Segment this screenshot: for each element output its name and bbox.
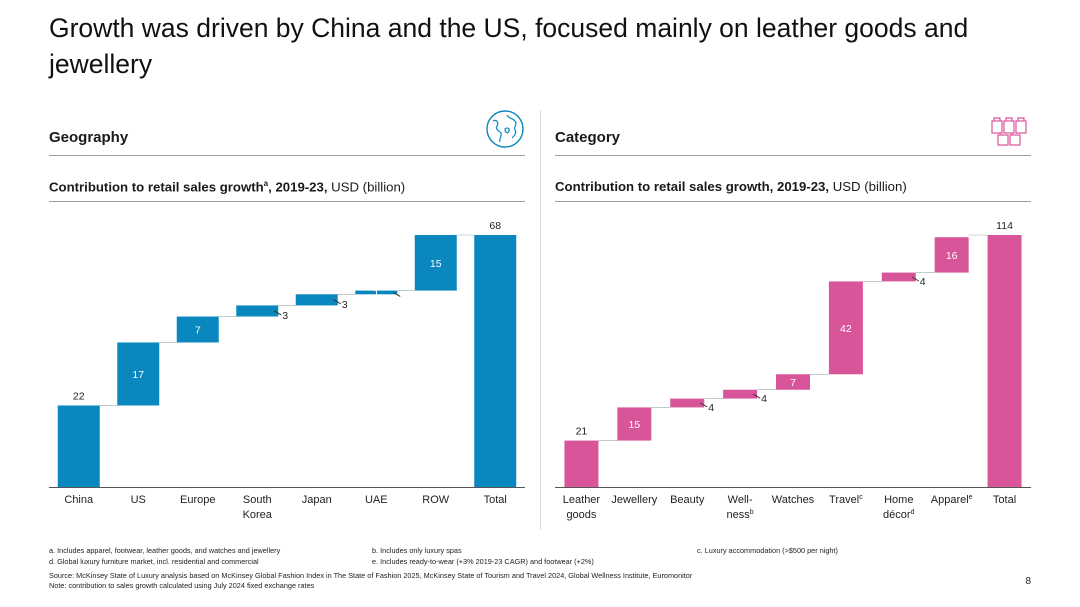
geography-value-label-6: 15 (430, 258, 442, 270)
page-title: Growth was driven by China and the US, f… (49, 13, 969, 79)
category-leader-3 (752, 393, 761, 399)
category-category-label-4: Watches (772, 494, 815, 506)
geography-category-label-0: China (64, 494, 94, 506)
geography-bar-4 (295, 294, 338, 306)
geography-subtitle-rule (49, 201, 525, 202)
category-category-label-8: Total (993, 494, 1016, 506)
geography-value-label-7: 68 (489, 220, 501, 232)
shopping-bags-icon (990, 111, 1030, 147)
category-value-label-3: 4 (761, 393, 767, 405)
globe-icon (485, 109, 525, 149)
geography-bar-3 (236, 305, 279, 317)
category-heading: Category (555, 129, 621, 146)
category-bar-8 (987, 235, 1022, 487)
geography-leader-4 (333, 299, 341, 305)
category-bar-1 (617, 407, 652, 441)
geography-bar-0 (57, 405, 100, 487)
category-category-label-1: Jewellery (611, 494, 657, 506)
geography-leader-3 (274, 310, 282, 316)
geography-bar-5 (355, 290, 398, 295)
geography-category-label-5: UAE (365, 494, 388, 506)
category-subtitle-rule (555, 201, 1031, 202)
category-category-label-3: Well-nessb (727, 494, 754, 521)
geography-bar-6 (414, 235, 457, 291)
panel-divider (540, 110, 541, 530)
geography-category-label-1: US (131, 494, 146, 506)
geography-value-label-5: 1 (373, 287, 379, 299)
geography-value-label-4: 3 (342, 299, 348, 311)
category-value-label-1: 15 (628, 419, 640, 431)
category-category-label-0: Leather goods (563, 494, 601, 521)
category-value-label-4: 7 (790, 377, 796, 389)
geography-value-label-3: 3 (282, 310, 288, 322)
geography-category-label-2: Europe (180, 494, 215, 506)
footnote-d: d. Global luxury furniture market, incl.… (49, 557, 259, 566)
source-note: Source: McKinsey State of Luxury analysi… (49, 571, 693, 580)
category-value-label-5: 42 (840, 323, 852, 335)
geography-value-label-0: 22 (73, 390, 85, 402)
calculation-note: Note: contribution to sales growth calcu… (49, 581, 315, 590)
footnote-c: c. Luxury accommodation (>$500 per night… (697, 546, 838, 555)
geography-category-label-6: ROW (422, 494, 450, 506)
geography-category-label-7: Total (484, 494, 507, 506)
category-heading-rule (555, 155, 1031, 156)
footnote-a: a. Includes apparel, footwear, leather g… (49, 546, 281, 555)
category-bar-3 (723, 389, 758, 399)
geography-category-label-3: South Korea (243, 494, 273, 521)
category-leader-2 (699, 402, 708, 408)
footnote-b: b. Includes only luxury spas (372, 546, 462, 555)
page-number: 8 (1025, 576, 1031, 587)
geography-waterfall-chart: 22 China 17 US 7 Europe 3 South Korea 3 Japan 1 UAE 1… (49, 220, 525, 521)
geography-heading-rule (49, 155, 525, 156)
geography-heading: Geography (49, 129, 129, 146)
category-value-label-6: 4 (920, 276, 926, 288)
category-category-label-5: Travelc (829, 494, 863, 506)
category-subtitle: Contribution to retail sales growth, 201… (555, 179, 907, 194)
geography-bar-1 (117, 342, 160, 406)
category-leader-6 (911, 276, 920, 282)
category-bar-5 (828, 281, 863, 375)
category-bar-4 (776, 374, 810, 390)
category-bar-2 (670, 398, 705, 408)
geography-value-label-2: 7 (195, 325, 201, 337)
category-value-label-0: 21 (576, 426, 588, 438)
geography-bar-7 (474, 235, 517, 487)
category-bar-0 (564, 440, 599, 487)
geography-subtitle: Contribution to retail sales growtha, 20… (49, 179, 406, 195)
category-value-label-8: 114 (996, 220, 1013, 232)
geography-value-label-1: 17 (132, 369, 144, 381)
category-waterfall-chart: 21 Leather goods 15 Jewellery 4 Beauty 4 Well-ne… (555, 220, 1031, 521)
category-value-label-7: 16 (946, 250, 958, 262)
geography-bar-2 (176, 316, 219, 343)
geography-category-label-4: Japan (302, 494, 332, 506)
category-value-label-2: 4 (708, 402, 714, 414)
category-bar-6 (881, 272, 916, 282)
category-category-label-7: Apparele (931, 494, 973, 506)
category-category-label-6: Home décord (883, 494, 915, 521)
footnote-e: e. Includes ready-to-wear (+3% 2019-23 C… (372, 557, 594, 566)
category-category-label-2: Beauty (670, 494, 705, 506)
category-bar-7 (934, 237, 969, 273)
geography-leader-5 (393, 292, 401, 297)
